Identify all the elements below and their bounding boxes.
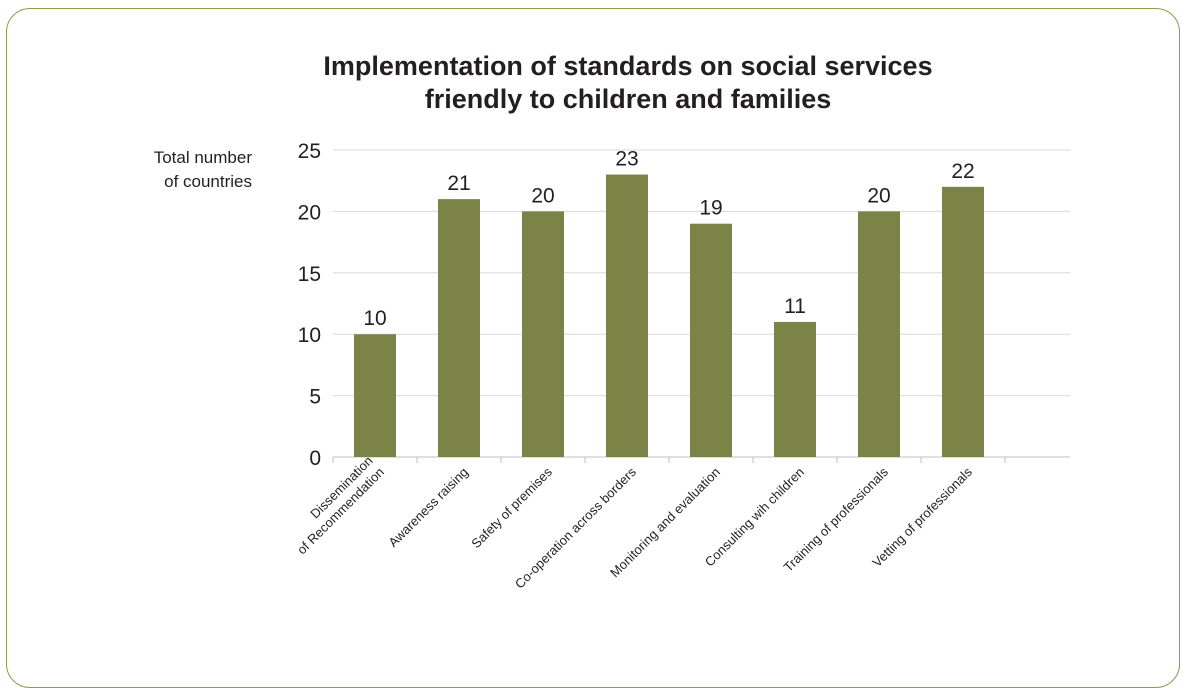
data-label: 20 xyxy=(867,184,890,207)
data-label: 20 xyxy=(531,184,554,207)
bar xyxy=(774,321,816,457)
bar xyxy=(522,211,564,457)
x-category-label: Awareness raising xyxy=(385,464,471,550)
chart-title-line-1: Implementation of standards on social se… xyxy=(323,51,932,81)
bar xyxy=(690,223,732,457)
data-label: 19 xyxy=(699,197,722,220)
data-label: 10 xyxy=(363,307,386,330)
y-tick-label: 15 xyxy=(298,263,321,286)
y-axis-label-line-1: Total number xyxy=(154,148,253,167)
x-category-label-line: Awareness raising xyxy=(385,464,471,550)
bar xyxy=(606,174,648,457)
data-label: 11 xyxy=(784,295,806,318)
y-tick-label: 5 xyxy=(309,386,321,409)
y-tick-label: 20 xyxy=(298,201,321,224)
y-tick-label: 0 xyxy=(309,447,321,470)
x-category-label: Safety of premises xyxy=(468,464,555,551)
bar xyxy=(858,211,900,457)
data-label: 22 xyxy=(951,160,974,183)
bar-chart: Implementation of standards on social se… xyxy=(154,51,1070,591)
y-tick-label: 25 xyxy=(298,140,321,163)
chart-title-line-2: friendly to children and families xyxy=(425,84,832,114)
bar xyxy=(354,334,396,457)
bar xyxy=(438,199,480,457)
data-label: 21 xyxy=(447,172,470,195)
y-axis-label-line-2: of countries xyxy=(164,172,252,191)
x-category-label-line: Safety of premises xyxy=(468,464,555,551)
data-label: 23 xyxy=(615,148,638,171)
bar xyxy=(942,186,984,457)
chart-frame xyxy=(6,8,1180,688)
y-tick-label: 10 xyxy=(298,324,321,347)
